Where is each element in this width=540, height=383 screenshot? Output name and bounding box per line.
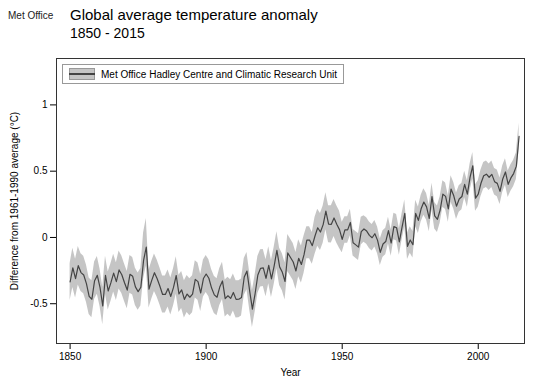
svg-text:-0.5: -0.5 [30,298,48,309]
svg-text:Difference from 1961-1990 aver: Difference from 1961-1990 average (°C) [9,112,20,290]
html-text:Met Office Hadley Centre and C: Met Office Hadley Centre and Climatic Re… [101,68,337,80]
svg-text:1900: 1900 [195,351,218,362]
html-text:Met Office: Met Office [8,10,54,21]
html-text:1850 - 2015: 1850 - 2015 [70,25,145,41]
svg-text:0.5: 0.5 [34,165,48,176]
svg-text:1950: 1950 [331,351,354,362]
svg-text:0: 0 [42,232,48,243]
html-text:Global average temperature ano: Global average temperature anomaly [70,6,318,23]
svg-text:2000: 2000 [467,351,490,362]
svg-text:Year: Year [280,367,301,378]
svg-text:1850: 1850 [59,351,82,362]
svg-text:1: 1 [42,99,48,110]
